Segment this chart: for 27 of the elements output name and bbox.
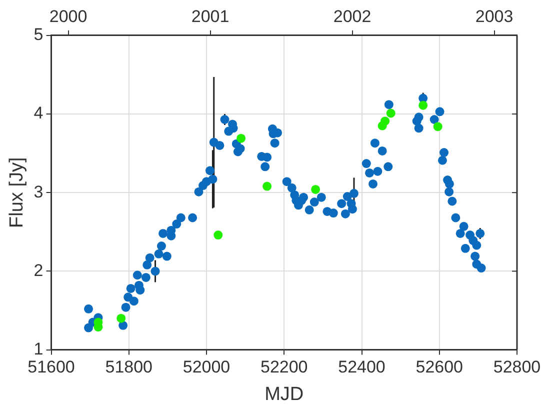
x-tick-label: 52200	[260, 358, 308, 377]
point	[418, 100, 428, 110]
y-axis-title: Flux [Jy]	[6, 157, 28, 228]
point	[214, 230, 223, 240]
x2-tick-label: 2000	[49, 6, 88, 26]
x-tick-label: 52800	[493, 358, 541, 377]
point	[380, 116, 390, 126]
x-tick-label: 51600	[28, 358, 75, 377]
point	[236, 134, 246, 143]
x2-tick-label: 2002	[333, 6, 372, 26]
x-tick-label: 52400	[338, 358, 386, 377]
point	[433, 122, 442, 132]
x2-tick-label: 2001	[191, 6, 230, 26]
y-tick-label: 4	[34, 104, 44, 123]
x-tick-label: 52600	[416, 358, 464, 377]
point	[386, 108, 396, 118]
y-tick-label: 1	[34, 339, 44, 358]
y-tick-label: 2	[34, 260, 44, 280]
x-tick-label: 52000	[182, 358, 230, 377]
y-tick-label: 3	[34, 182, 44, 202]
x-axis-title: MJD	[264, 384, 304, 405]
point	[262, 182, 272, 191]
x-tick-label: 51800	[105, 358, 153, 377]
y-tick-label: 5	[34, 25, 44, 44]
point	[116, 314, 126, 323]
x2-tick-label: 2003	[475, 6, 514, 26]
point	[311, 184, 320, 194]
